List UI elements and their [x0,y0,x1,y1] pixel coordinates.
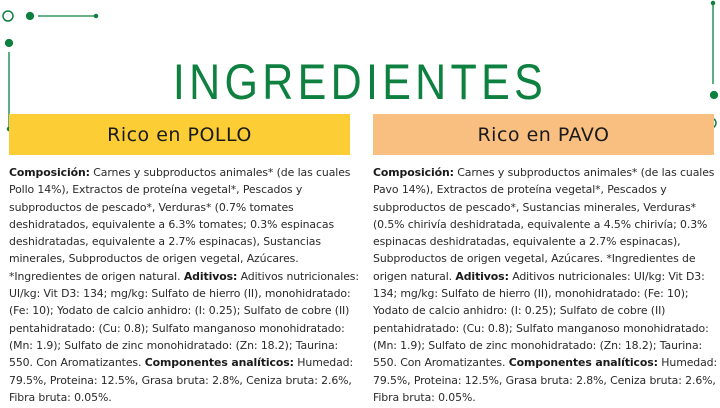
analiticos-label: Componentes analíticos: [144,356,294,370]
page-title: INGREDIENTES [172,53,548,110]
pollo-ingredients: Composición: Carnes y subproductos anima… [9,164,359,406]
aditivos-label: Aditivos: [183,269,238,283]
analiticos-text: Humedad: 79.5%, Proteina: 12.5%, Grasa b… [9,356,354,404]
analiticos-label: Componentes analíticos: [508,356,658,370]
composicion-label: Composición: [373,166,454,179]
composicion-text: Carnes y subproductos animales* (de las … [373,166,715,283]
pavo-heading: Rico en PAVO [477,123,610,146]
analiticos-text: Humedad: 79.5%, Proteina: 12.5%, Grasa b… [373,356,718,404]
composicion-text: Carnes y subproductos animales* (de las … [9,166,351,283]
composicion-label: Composición: [9,166,90,179]
pollo-heading-band: Rico en POLLO [9,114,350,155]
aditivos-label: Aditivos: [455,269,509,283]
pavo-heading-band: Rico en PAVO [373,114,714,155]
aditivos-text: Aditivos nutricionales: UI/kg: Vit D3: 1… [373,269,709,370]
aditivos-text: Aditivos nutricionales: UI/kg: Vit D3: 1… [9,269,359,370]
pollo-heading: Rico en POLLO [107,123,252,146]
pavo-ingredients: Composición: Carnes y subproductos anima… [373,164,720,406]
